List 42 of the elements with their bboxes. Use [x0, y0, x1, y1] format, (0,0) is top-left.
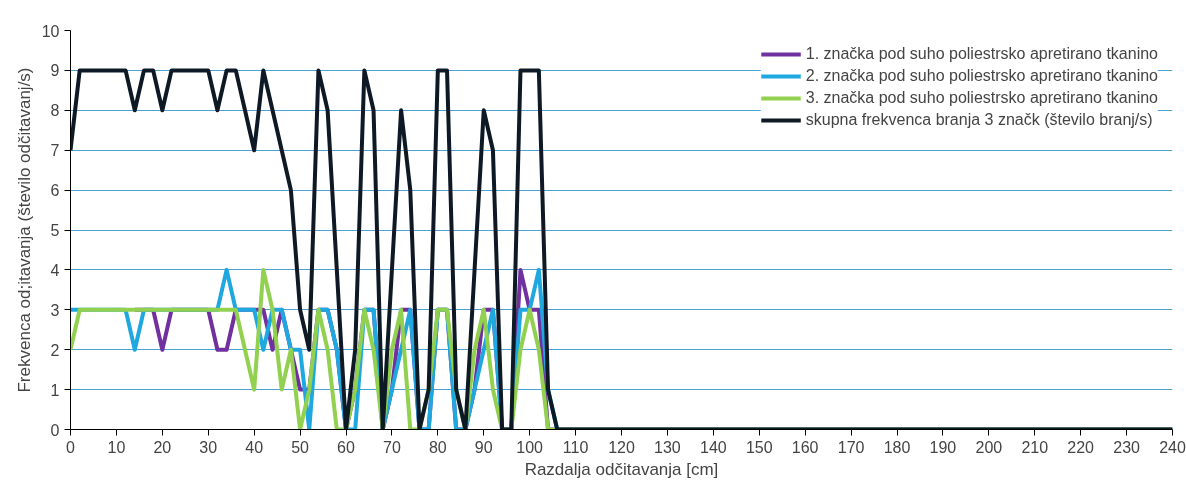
x-tick-label: 130 [654, 438, 681, 456]
legend-label: 3. značka pod suho poliestrsko apretirano tkanino [805, 88, 1158, 108]
x-tick-label: 110 [562, 438, 589, 456]
legend-label: skupna frekvenca branja 3 značk (število branj/s) [805, 110, 1153, 130]
y-tick-label: 0 [50, 421, 60, 439]
x-tick-label: 150 [745, 438, 773, 456]
y-tick-label: 8 [50, 102, 60, 120]
y-tick-label: 10 [41, 22, 60, 40]
x-tick-label: 30 [199, 438, 218, 456]
x-tick-label: 200 [975, 438, 1003, 456]
x-tick-label: 210 [1021, 438, 1049, 456]
y-tick-label: 7 [50, 142, 60, 160]
x-tick-label: 20 [153, 438, 172, 456]
x-tick-label: 70 [383, 438, 401, 456]
y-tick-label: 2 [50, 341, 60, 359]
x-tick-label: 60 [337, 438, 355, 456]
legend-label: 2. značka pod suho poliestrsko apretirano tkanino [805, 66, 1158, 86]
x-tick-label: 140 [699, 438, 727, 456]
x-tick-label: 160 [791, 438, 819, 456]
x-tick-label: 100 [516, 438, 544, 456]
legend-label: 1. značka pod suho poliestrsko apretirano tkanino [805, 44, 1158, 64]
x-tick-label: 230 [1113, 438, 1141, 456]
x-tick-label: 120 [608, 438, 635, 456]
y-axis-title: Frekvenca od;itavanja (število odčitavanj/s) [14, 67, 34, 393]
x-tick-label: 80 [428, 438, 447, 456]
x-tick-label: 170 [837, 438, 865, 456]
y-tick-label: 1 [50, 381, 60, 399]
x-tick-label: 40 [245, 438, 264, 456]
x-tick-label: 240 [1159, 438, 1186, 456]
x-tick-label: 180 [883, 438, 911, 456]
y-tick-label: 6 [50, 182, 60, 200]
y-tick-label: 5 [50, 222, 60, 239]
y-tick-label: 9 [50, 62, 60, 80]
x-tick-label: 220 [1067, 438, 1095, 456]
x-tick-label: 10 [107, 438, 126, 456]
x-axis-title: Razdalja odčitavanja [cm] [524, 459, 719, 479]
x-tick-label: 0 [66, 438, 76, 456]
y-tick-label: 3 [50, 301, 60, 319]
x-tick-label: 50 [291, 438, 310, 456]
x-tick-label: 90 [474, 438, 493, 456]
x-tick-label: 190 [929, 438, 957, 456]
y-tick-label: 4 [50, 261, 60, 279]
